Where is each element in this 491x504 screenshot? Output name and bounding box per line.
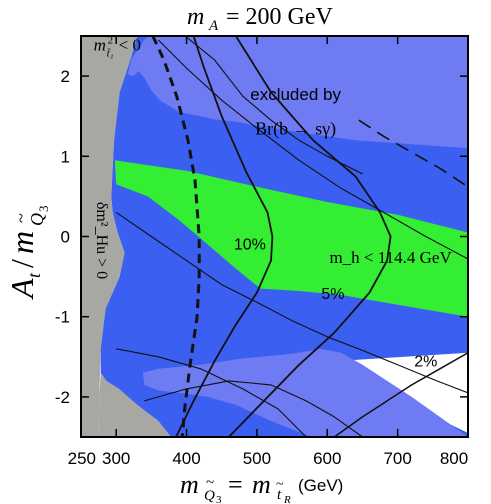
annotation-label-10pct: 10%	[234, 236, 266, 253]
region-lightblue-top	[127, 36, 468, 149]
x-axis-unit: (GeV)	[298, 476, 343, 495]
svg-text:=: =	[228, 470, 243, 499]
x-tick-label: 500	[243, 449, 271, 468]
x-tick-label: 800	[440, 449, 468, 468]
annotation-excluded-label-line2: Br(b → sγ)	[255, 119, 336, 140]
annotation-higgs-mass-label: m_h < 114.4 GeV	[329, 248, 452, 267]
svg-text:Q: Q	[204, 488, 215, 504]
line-contour-2pct	[333, 352, 468, 437]
svg-text:3: 3	[36, 206, 51, 213]
annotation-label-5pct: 5%	[321, 286, 344, 303]
x-axis-label: m Q ~ 3 = m t ~ R (GeV)	[180, 470, 343, 504]
region-green-band	[114, 160, 468, 317]
y-tick-label: 1	[61, 147, 70, 166]
svg-text:t: t	[277, 487, 282, 503]
region-gray-bottom	[98, 372, 172, 437]
y-axis-ticks: -2 -1 0 1 2	[55, 67, 468, 407]
x-tick-label: 400	[172, 449, 200, 468]
svg-text:m: m	[4, 231, 40, 254]
svg-text:Q: Q	[27, 213, 47, 226]
line-thin-line-d	[144, 380, 363, 437]
chart-title: m A = 200 GeV	[187, 4, 334, 34]
y-tick-label: 2	[61, 67, 70, 86]
annotation-stop-tachyon-m: m	[94, 35, 106, 54]
region-gray-left	[81, 36, 138, 437]
line-thin-line-a	[184, 36, 363, 175]
annotation-stop-tachyon-sub: t̃₁	[107, 47, 114, 59]
svg-text:/: /	[4, 259, 40, 268]
svg-text:R: R	[283, 494, 291, 504]
annotation-stop-tachyon-label: m t̃₁2 < 0	[94, 34, 141, 59]
annotation-label-2pct: 2%	[414, 353, 437, 370]
line-thin-line-e	[116, 348, 307, 437]
svg-text:m: m	[187, 4, 204, 30]
annotation-excluded-label-line1: excluded by	[250, 85, 341, 104]
line-thin-line-b	[158, 39, 468, 260]
annotations: m t̃₁2 < 0 excluded by Br(b → sγ) m_h < 114.…	[93, 34, 452, 370]
line-contour-5pct	[228, 36, 392, 437]
region-lightblue-lower	[142, 348, 468, 437]
x-tick-label: 300	[102, 449, 130, 468]
svg-text:~: ~	[276, 477, 284, 492]
svg-text:3: 3	[216, 494, 222, 504]
x-tick-label: 700	[383, 449, 411, 468]
regions	[81, 36, 468, 437]
svg-text:A: A	[208, 18, 219, 34]
annotation-stop-tachyon-sup: 2	[108, 34, 114, 46]
y-tick-label: -1	[55, 308, 70, 327]
x-tick-label: 250	[68, 449, 96, 468]
svg-text:= 200 GeV: = 200 GeV	[226, 4, 334, 30]
x-axis-ticks: 250 300 400 500 600 700 800	[68, 36, 468, 468]
line-stop-mass-boundary-dashed	[151, 36, 201, 437]
y-tick-label: 0	[61, 228, 70, 247]
y-tick-label: -2	[55, 388, 70, 407]
svg-text:m: m	[180, 470, 199, 499]
svg-text:A: A	[4, 278, 40, 300]
line-thin-line-c	[115, 211, 468, 394]
svg-text:m: m	[252, 470, 271, 499]
line-contour-10pct	[175, 36, 274, 437]
annotation-stop-tachyon-rel: < 0	[119, 35, 141, 54]
svg-text:~: ~	[206, 475, 214, 491]
lines	[115, 36, 468, 437]
y-axis-label: A t / m Q ~ 3	[4, 206, 51, 301]
svg-text:~: ~	[11, 213, 31, 223]
svg-text:t: t	[24, 272, 44, 278]
x-tick-label: 600	[313, 449, 341, 468]
annotation-delta-mhu-label: δm²_Hu > 0	[93, 202, 110, 279]
